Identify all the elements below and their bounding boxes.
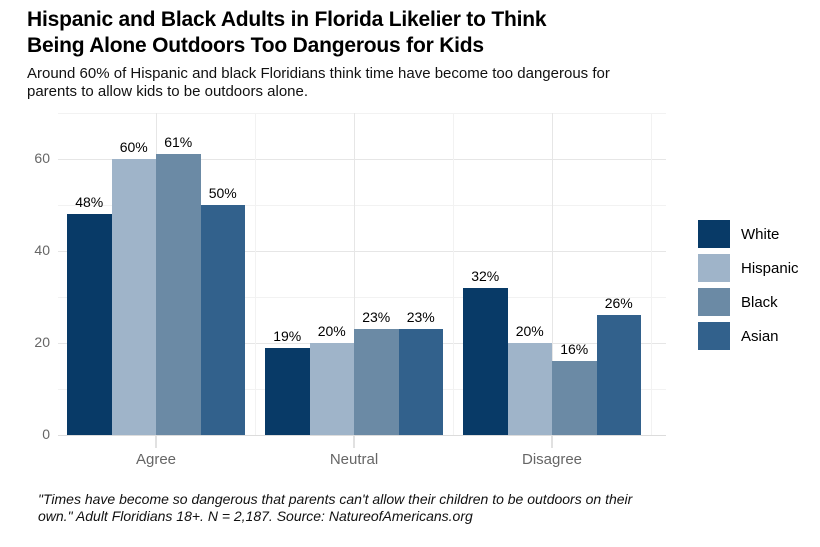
v-gridline-major (354, 113, 355, 435)
legend-swatch-white (698, 220, 730, 248)
chart-subtitle: Around 60% of Hispanic and black Floridi… (27, 65, 610, 100)
v-gridline-major (552, 113, 553, 435)
bar-value-label: 20% (317, 323, 346, 339)
legend-label-asian: Asian (741, 327, 779, 345)
x-axis-tick (551, 436, 553, 448)
h-gridline (58, 297, 666, 298)
x-axis-tick (155, 436, 157, 448)
bar-value-label: 61% (164, 134, 193, 151)
chart-title: Hispanic and Black Adults in Florida Lik… (27, 8, 547, 57)
bar-value-label: 23% (406, 309, 435, 326)
bar-value-label: 50% (208, 185, 237, 201)
bar-black-neutral (354, 329, 399, 435)
legend-swatch-asian (698, 322, 730, 350)
bar-value-label: 48% (75, 194, 104, 211)
bar-value-label: 26% (604, 295, 633, 312)
category-label-agree: Agree (135, 451, 177, 468)
bar-asian-neutral (398, 329, 443, 435)
bar-asian-agree (200, 205, 245, 435)
bar-hispanic-agree (111, 159, 156, 435)
legend-item-hispanic: Hispanic (698, 254, 799, 282)
legend-item-white: White (698, 220, 799, 248)
y-tick-label: 60 (34, 150, 50, 166)
bar-hispanic-disagree (507, 343, 552, 435)
v-gridline-minor (651, 113, 652, 435)
x-axis-tick (353, 436, 355, 448)
bar-value-label: 19% (273, 327, 302, 344)
legend-swatch-hispanic (698, 254, 730, 282)
x-axis-line (58, 435, 666, 436)
category-label-disagree: Disagree (521, 451, 583, 468)
bar-black-disagree (552, 361, 597, 435)
y-tick-label: 20 (34, 334, 50, 350)
bar-white-agree (67, 214, 112, 435)
v-gridline-minor (255, 113, 256, 435)
source-note: "Times have become so dangerous that par… (38, 491, 633, 524)
legend-label-hispanic: Hispanic (741, 259, 799, 277)
bar-value-label: 32% (471, 267, 500, 284)
legend-item-asian: Asian (698, 322, 799, 350)
legend: White Hispanic Black Asian (698, 220, 799, 356)
legend-swatch-black (698, 288, 730, 316)
bar-hispanic-neutral (309, 343, 354, 435)
bar-asian-disagree (596, 315, 641, 435)
bar-black-agree (156, 154, 201, 435)
bar-value-label: 23% (362, 309, 391, 326)
y-tick-label: 0 (42, 426, 50, 442)
bar-white-disagree (463, 287, 508, 435)
y-tick-label: 40 (34, 242, 50, 258)
h-gridline (58, 159, 666, 160)
legend-label-black: Black (741, 293, 778, 311)
h-gridline (58, 113, 666, 114)
bar-value-label: 20% (515, 323, 544, 339)
legend-label-white: White (741, 225, 780, 243)
bar-value-label: 60% (119, 139, 148, 155)
h-gridline (58, 205, 666, 206)
bar-value-label: 16% (560, 341, 589, 358)
h-gridline (58, 251, 666, 252)
bar-white-neutral (265, 347, 310, 435)
category-label-neutral: Neutral (329, 451, 379, 468)
legend-item-black: Black (698, 288, 799, 316)
v-gridline-minor (453, 113, 454, 435)
